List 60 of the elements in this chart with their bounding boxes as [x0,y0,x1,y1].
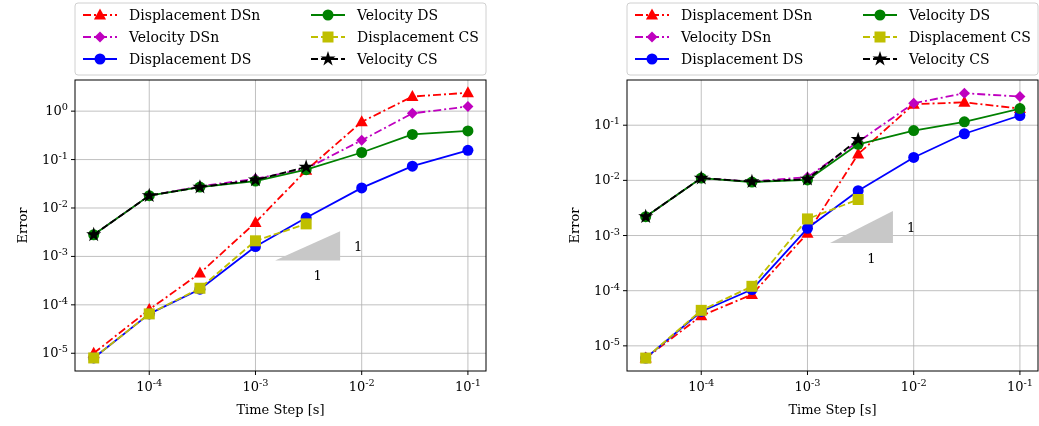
point [406,89,419,101]
x-tick-label: 10$^{-1}$ [454,376,481,394]
point [356,182,368,194]
point [461,86,474,98]
legend-label: Displacement DS [681,51,804,67]
legend-label: Velocity DSn [680,29,772,45]
point [908,151,920,163]
annotation: 1 [354,238,363,254]
legend-label: Displacement CS [909,29,1031,45]
point [298,159,314,174]
point [355,115,368,127]
x-tick-label: 10$^{-3}$ [794,376,821,394]
point [1014,91,1026,103]
point [249,235,261,247]
annotation: 1 [906,219,916,235]
y-tick-label: 10$^{0}$ [45,100,68,119]
y-tick-label: 10$^{-2}$ [593,169,620,188]
x-tick-label: 10$^{-4}$ [688,376,715,394]
point [908,125,920,137]
point [193,266,206,278]
y-axis-title: Error [15,206,30,244]
point [850,131,866,146]
y-tick-label: 10$^{-3}$ [593,225,620,243]
point [746,280,758,292]
x-axis-title: Time Step [s] [788,402,877,417]
y-tick-label: 10$^{-4}$ [593,280,620,298]
annotation: 1 [867,250,876,266]
legend-label: Displacement DSn [129,7,261,23]
point [356,147,368,158]
y-tick-label: 10$^{-1}$ [41,149,68,167]
y-tick-label: 10$^{-5}$ [41,342,68,361]
point [462,125,474,137]
y-tick-label: 10$^{-2}$ [41,197,68,215]
point [249,215,262,227]
legend-label: Velocity CS [908,51,990,67]
x-tick-label: 10$^{-1}$ [1006,376,1033,394]
point [462,100,474,112]
point [462,144,474,156]
legend-label: Velocity DSn [128,29,220,45]
legend-label: Velocity DS [908,7,991,23]
point [300,218,312,230]
y-tick-label: 10$^{-3}$ [41,245,68,264]
point [356,134,368,146]
legend-label: Displacement DSn [681,7,813,23]
y-axis-title: Error [567,206,582,244]
y-tick-label: 10$^{-5}$ [593,335,620,353]
x-tick-label: 10$^{-3}$ [242,376,269,394]
point [801,213,813,225]
legend-label: Velocity DS [356,7,439,23]
x-tick-label: 10$^{-2}$ [900,376,927,394]
legend-label: Displacement DS [129,51,252,67]
legend-label: Velocity CS [356,51,438,67]
x-axis-title: Time Step [s] [236,402,325,417]
y-tick-label: 10$^{-1}$ [593,114,620,133]
point [852,194,864,205]
annotation: 1 [313,268,322,284]
x-tick-label: 10$^{-2}$ [348,376,375,394]
x-tick-label: 10$^{-4}$ [136,376,163,394]
legend-label: Displacement CS [357,29,479,45]
y-tick-label: 10$^{-4}$ [41,294,68,312]
